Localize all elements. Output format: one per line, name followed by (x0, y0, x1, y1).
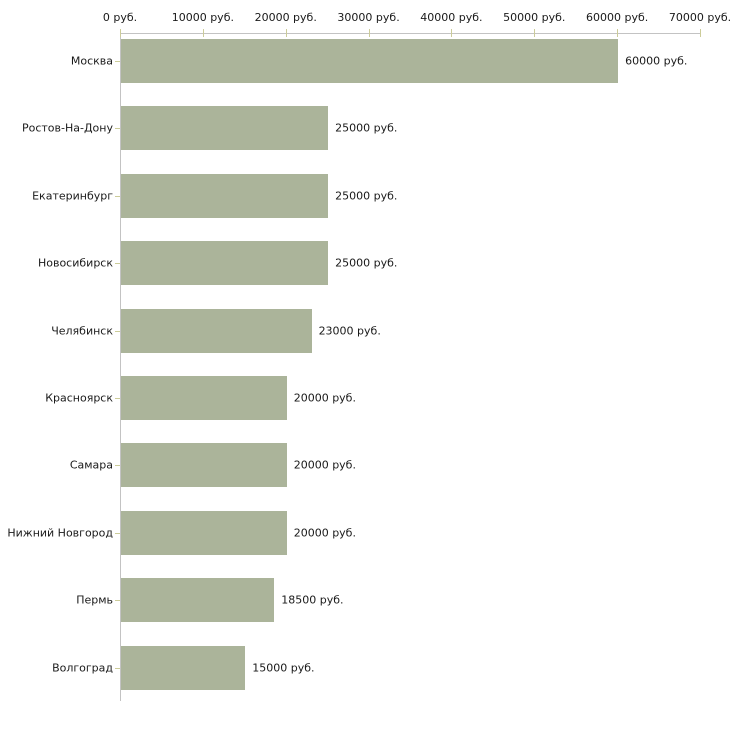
bar (121, 510, 287, 555)
category-tick-mark (115, 330, 120, 332)
bar (121, 578, 275, 623)
x-axis-tick-mark (534, 29, 536, 37)
category-tick-mark (115, 398, 120, 399)
bar (121, 376, 287, 420)
x-axis-tick-mark (700, 29, 701, 37)
bar (121, 106, 329, 151)
x-axis-tick-label: 0 руб. (102, 11, 138, 24)
x-axis-tick-label: 50000 руб. (503, 11, 566, 24)
category-tick-mark (115, 195, 120, 197)
bar-value-label: 20000 руб. (293, 458, 356, 472)
category-label: Волгоград (52, 661, 113, 675)
category-tick-mark (115, 263, 120, 265)
x-axis-tick-mark (617, 29, 619, 37)
y-axis-line (120, 33, 121, 701)
bar-value-label: 18500 руб. (281, 593, 344, 607)
category-label: Москва (70, 54, 113, 68)
x-axis-tick-mark (368, 29, 370, 37)
x-axis-tick-mark (120, 29, 121, 37)
category-label: Екатеринбург (32, 189, 113, 203)
x-axis-tick-label: 10000 руб. (171, 11, 234, 24)
x-axis-tick-mark (202, 29, 204, 37)
bar (121, 645, 246, 690)
category-label: Красноярск (45, 391, 113, 405)
x-axis-tick-label: 30000 руб. (337, 11, 400, 24)
category-tick-mark (115, 532, 120, 534)
bar-value-label: 60000 руб. (625, 54, 688, 68)
category-label: Ростов-На-Дону (21, 121, 113, 135)
bar (121, 173, 329, 218)
category-tick-mark (115, 600, 120, 602)
category-tick-mark (115, 465, 120, 467)
category-label: Новосибирск (37, 256, 113, 270)
bar (121, 241, 329, 286)
x-axis-line (120, 33, 701, 34)
x-axis-tick-label: 40000 руб. (420, 11, 483, 24)
x-axis-tick-mark (451, 29, 453, 37)
category-label: Нижний Новгород (7, 526, 113, 540)
x-axis-tick-label: 60000 руб. (586, 11, 649, 24)
category-label: Самара (69, 458, 113, 472)
bar (121, 443, 287, 488)
category-label: Челябинск (51, 324, 113, 338)
bar-value-label: 23000 руб. (318, 324, 381, 338)
category-tick-mark (115, 667, 120, 669)
category-tick-mark (115, 128, 120, 130)
bar-value-label: 25000 руб. (335, 121, 398, 135)
bar-value-label: 25000 руб. (335, 189, 398, 203)
x-axis-tick-label: 20000 руб. (254, 11, 317, 24)
bar-value-label: 15000 руб. (252, 661, 315, 675)
bar-value-label: 20000 руб. (293, 391, 356, 405)
category-label: Пермь (76, 593, 113, 607)
x-axis-tick-mark (285, 29, 287, 37)
bar-value-label: 20000 руб. (293, 526, 356, 540)
category-tick-mark (115, 61, 120, 62)
bar (121, 39, 619, 83)
bar (121, 308, 312, 353)
x-axis-tick-label: 70000 руб. (668, 11, 730, 24)
bar-value-label: 25000 руб. (335, 256, 398, 270)
